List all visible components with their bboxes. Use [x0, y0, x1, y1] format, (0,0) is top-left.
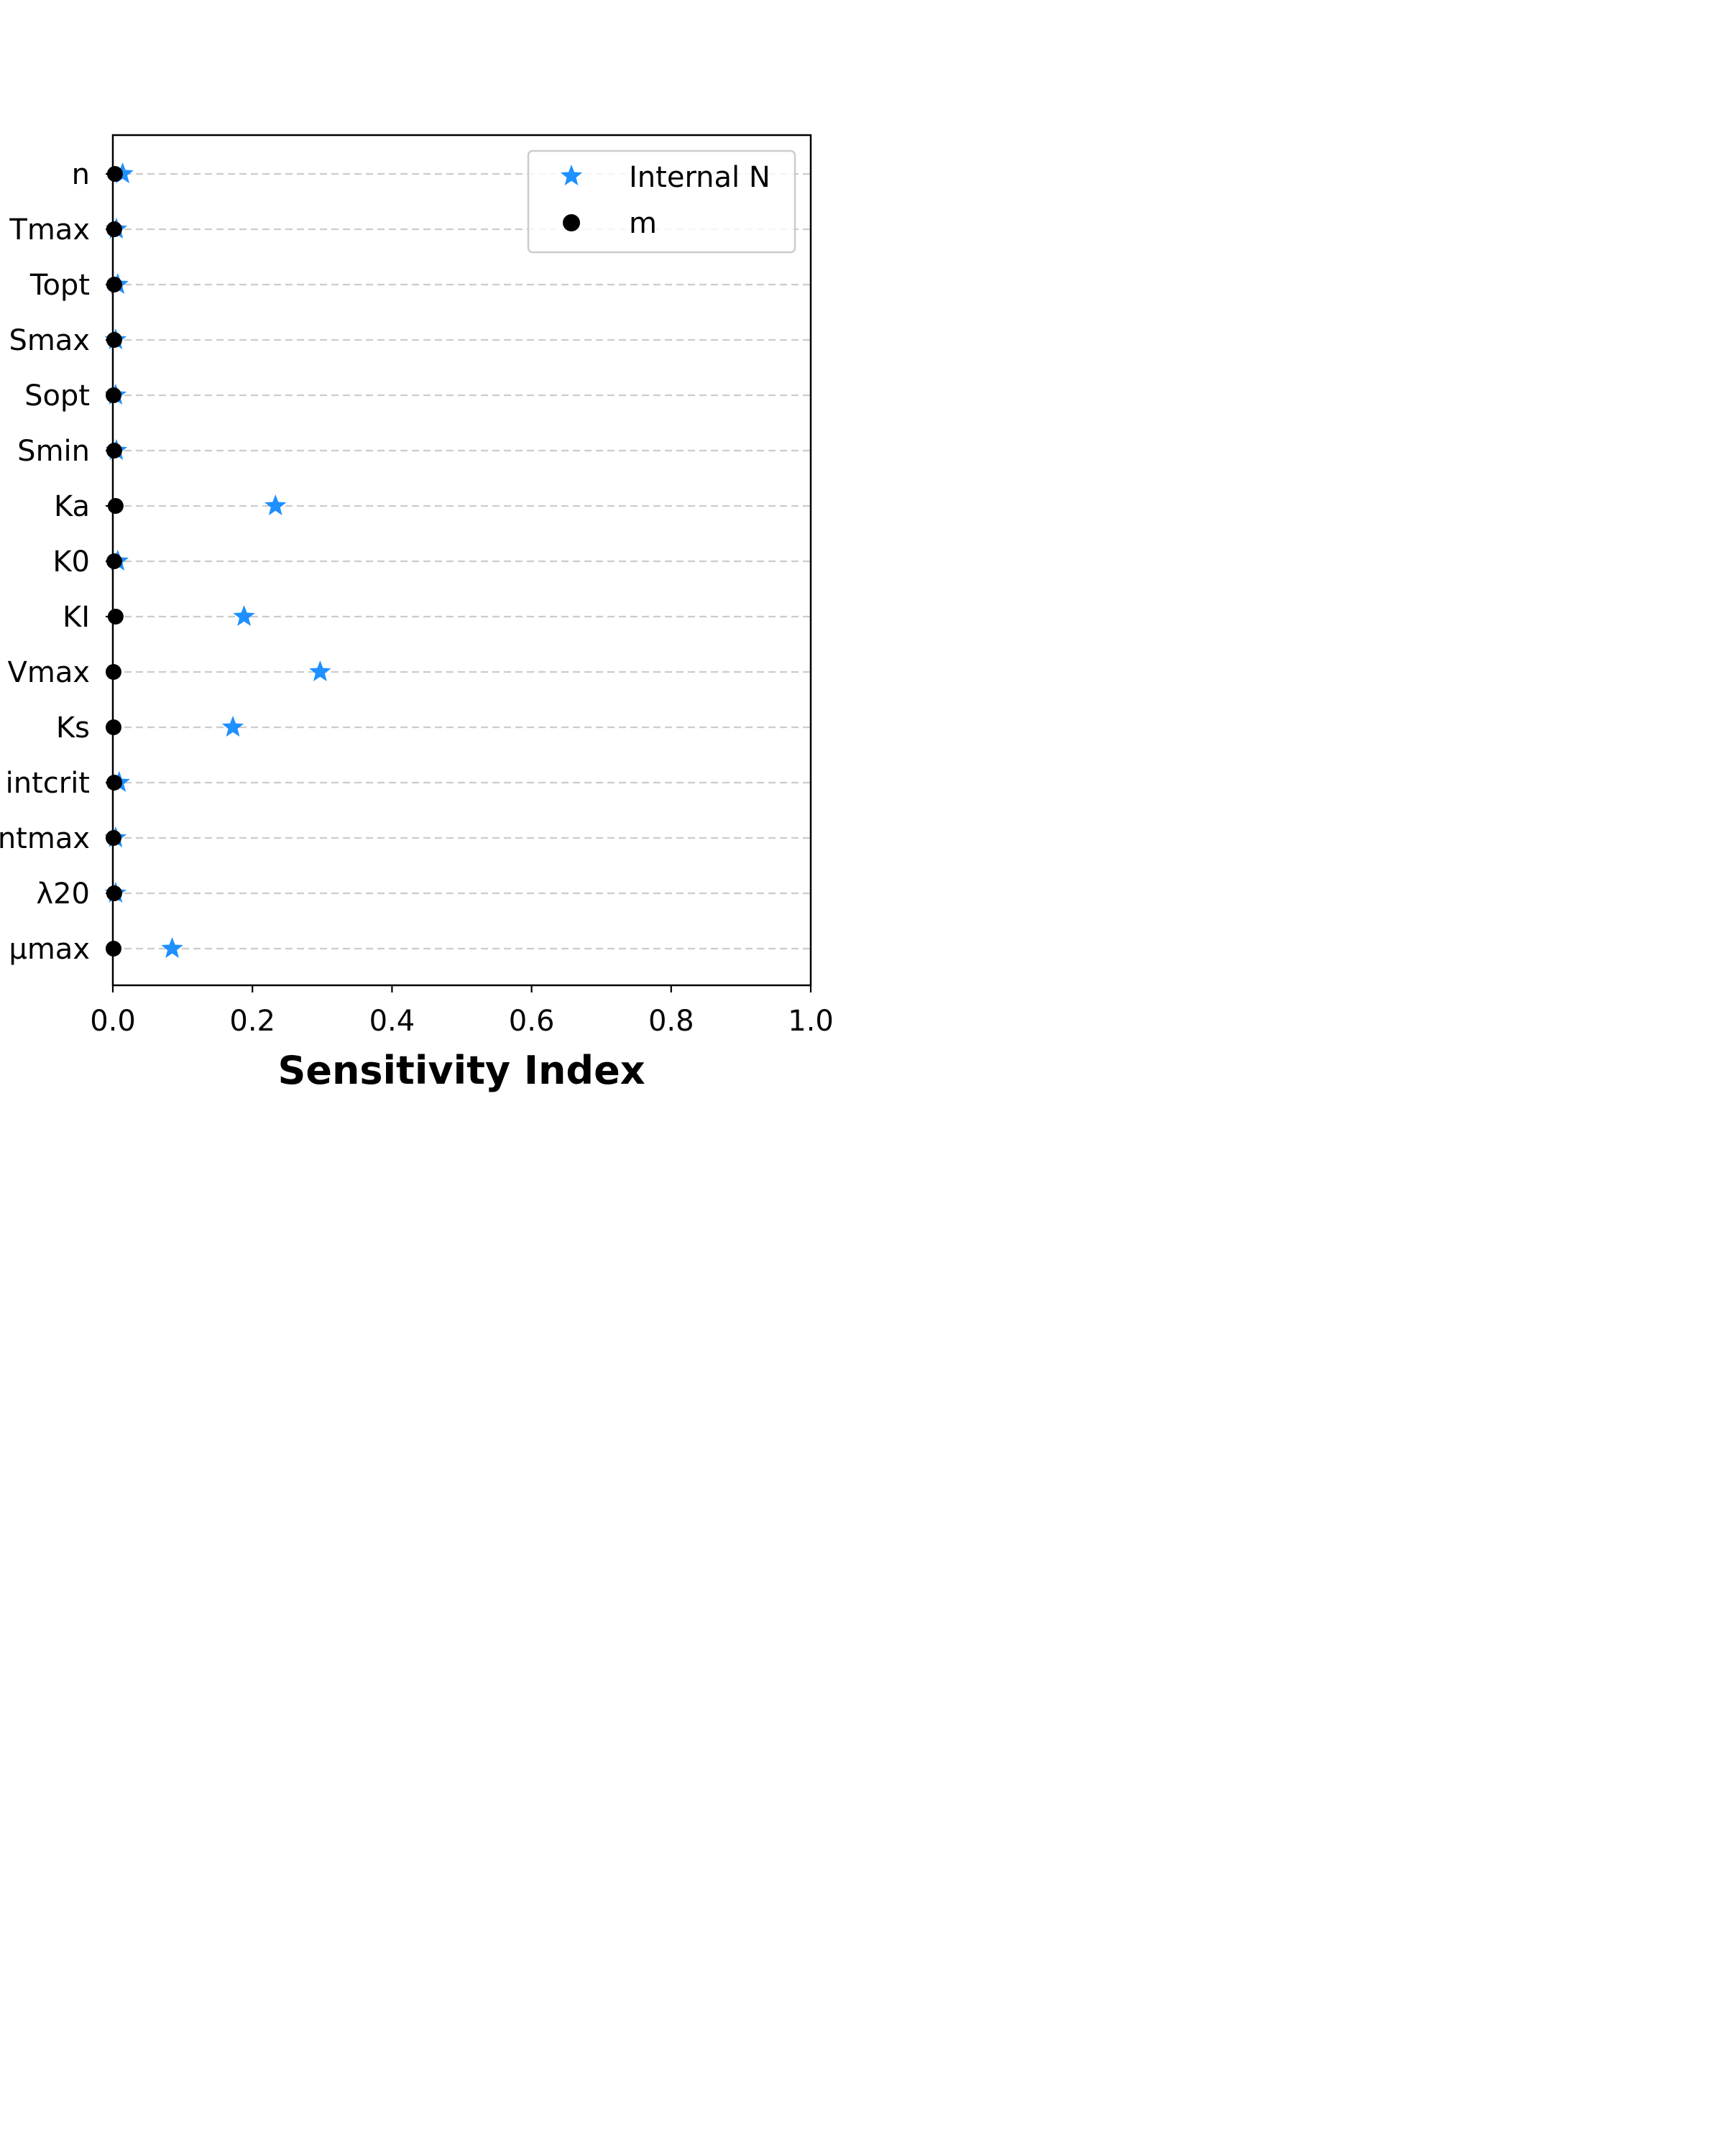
point-m-smax [106, 332, 122, 348]
legend: Internal N m [527, 149, 796, 254]
point-internal-n-ki [233, 605, 255, 626]
point-internal-n-ks [221, 716, 244, 737]
y-tick-label-n: n [72, 158, 90, 191]
y-tick-label-ntmax: ntmax [0, 822, 90, 855]
point-m-n [106, 166, 123, 182]
legend-label-internal-n: Internal N [629, 161, 770, 194]
y-tick-label-max: μmax [9, 933, 90, 966]
x-axis-label: Sensitivity Index [277, 1048, 645, 1093]
y-tick-label-k0: K0 [52, 545, 90, 579]
y-tick-label-tmax: Tmax [9, 213, 90, 247]
x-tick-label-0-4: 0.4 [369, 1005, 415, 1038]
grid-layer [113, 172, 811, 950]
point-m-k0 [106, 553, 122, 569]
plot-frame [111, 134, 812, 987]
y-tick-label-ks: Ks [56, 711, 90, 745]
chart: n Tmax Topt Smax Sopt Smin Ka K0 KI Vmax Ks intcrit… [0, 0, 891, 1114]
point-internal-n-ka [264, 494, 287, 515]
ticks-layer: n Tmax Topt Smax Sopt Smin Ka K0 KI Vmax Ks intcrit… [0, 158, 834, 1038]
y-tick-label-intcrit: intcrit [6, 767, 90, 800]
legend-label-m: m [629, 207, 657, 240]
x-tick-label-0-6: 0.6 [509, 1005, 555, 1038]
x-tick-label-0-2: 0.2 [229, 1005, 275, 1038]
point-m-20 [106, 885, 122, 901]
point-internal-n-vmax [309, 660, 331, 681]
sensitivity-chart: n Tmax Topt Smax Sopt Smin Ka K0 KI Vmax Ks intcrit… [0, 134, 834, 1093]
y-tick-label-smin: Smin [17, 435, 90, 468]
y-tick-label-20: λ20 [36, 877, 90, 911]
y-tick-label-smax: Smax [9, 324, 90, 357]
y-tick-label-vmax: Vmax [7, 656, 90, 689]
point-internal-n-max [161, 937, 183, 958]
y-tick-label-ki: KI [63, 601, 90, 634]
y-tick-label-ka: Ka [54, 490, 90, 523]
x-tick-label-0-8: 0.8 [648, 1005, 694, 1038]
y-tick-label-topt: Topt [29, 269, 90, 302]
y-tick-label-sopt: Sopt [24, 379, 90, 413]
legend-star-marker [560, 165, 583, 185]
legend-box [527, 149, 796, 254]
point-m-intcrit [106, 775, 122, 791]
point-m-tmax [106, 221, 122, 237]
marks-layer [104, 162, 331, 958]
point-m-topt [106, 277, 122, 292]
point-m-ka [107, 498, 124, 514]
point-m-ki [107, 609, 124, 625]
legend-circle-marker [563, 214, 580, 231]
x-tick-label-0-0: 0.0 [90, 1005, 136, 1038]
point-m-smin [106, 443, 122, 459]
x-tick-label-1-0: 1.0 [788, 1005, 834, 1038]
